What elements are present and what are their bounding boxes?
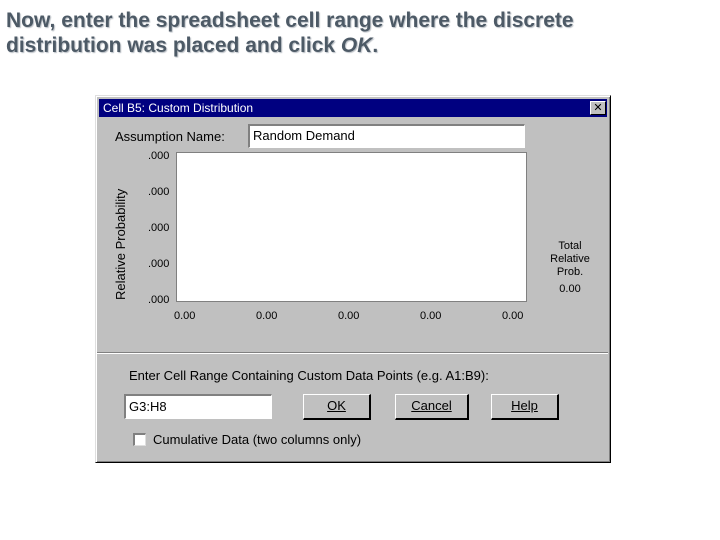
help-button[interactable]: Help <box>491 394 559 420</box>
x-tick-label: 0.00 <box>256 310 278 322</box>
close-icon[interactable]: ✕ <box>590 101 606 115</box>
y-tick-label: .000 <box>148 294 170 306</box>
cell-range-label: Enter Cell Range Containing Custom Data … <box>129 368 489 383</box>
slide-title: Now, enter the spreadsheet cell range wh… <box>6 8 718 58</box>
dialog-titlebar[interactable]: Cell B5: Custom Distribution <box>99 99 607 117</box>
slide-title-ok-emphasis: OK <box>340 34 373 57</box>
y-tick-label: .000 <box>148 222 170 234</box>
x-tick-label: 0.00 <box>420 310 442 322</box>
y-tick-label: .000 <box>148 258 170 270</box>
dialog-separator <box>97 352 608 354</box>
total-relative-prob-panel: Total Relative Prob. 0.00 <box>538 240 602 296</box>
x-tick-label: 0.00 <box>174 310 196 322</box>
slide-title-line-1: Now, enter the spreadsheet cell range wh… <box>6 9 574 32</box>
dialog-title: Cell B5: Custom Distribution <box>103 101 254 115</box>
cancel-button[interactable]: Cancel <box>395 394 469 420</box>
assumption-name-label: Assumption Name: <box>115 129 225 144</box>
assumption-name-input[interactable]: Random Demand <box>248 124 525 148</box>
total-label: Total <box>558 240 582 252</box>
slide-title-period: . <box>372 34 379 57</box>
cell-range-input[interactable]: G3:H8 <box>124 394 272 419</box>
x-tick-label: 0.00 <box>502 310 524 322</box>
relative-label: Relative <box>550 253 590 265</box>
prob-label: Prob. <box>556 266 584 278</box>
total-prob-value: 0.00 <box>559 283 581 295</box>
chart-y-axis-label: Relative Probability <box>113 188 128 300</box>
cancel-button-label: Cancel <box>411 398 452 413</box>
y-tick-label: .000 <box>148 150 170 162</box>
cumulative-data-label[interactable]: Cumulative Data (two columns only) <box>153 432 362 447</box>
cumulative-data-checkbox[interactable] <box>133 433 146 446</box>
cell-range-value: G3:H8 <box>129 399 167 414</box>
help-button-label: Help <box>511 398 538 413</box>
x-tick-label: 0.00 <box>338 310 360 322</box>
assumption-name-value: Random Demand <box>253 128 355 143</box>
slide-title-line-2-text: distribution was placed and click <box>6 34 341 57</box>
ok-button[interactable]: OK <box>303 394 371 420</box>
distribution-chart-area[interactable] <box>176 152 527 302</box>
y-tick-label: .000 <box>148 186 170 198</box>
ok-button-label: OK <box>327 398 346 413</box>
slide-title-line-2: distribution was placed and click OK. <box>6 33 718 58</box>
